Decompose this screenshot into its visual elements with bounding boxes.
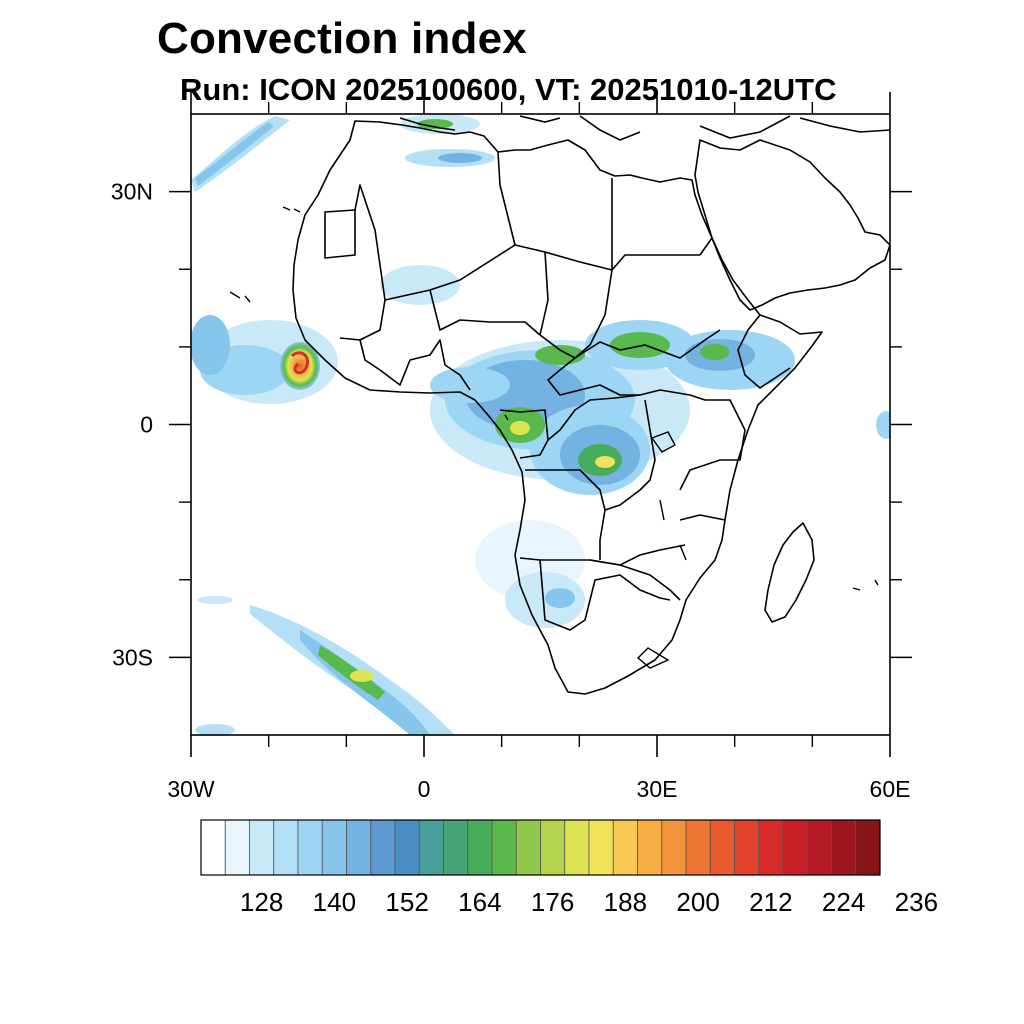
- convection-blob-nw: [191, 116, 290, 192]
- colorbar-label: 188: [604, 887, 647, 917]
- colorbar-box: [321, 819, 347, 876]
- colorbar-label: 212: [749, 887, 792, 917]
- colorbar-label: 236: [895, 887, 938, 917]
- axis-ticks: 30W 0 30E 60E 30N 0 30S: [111, 92, 912, 802]
- colorbar-label: 164: [458, 887, 501, 917]
- colorbar-box: [588, 819, 614, 876]
- colorbar-label: 224: [822, 887, 865, 917]
- convection-blob-ethiopia: [665, 330, 795, 390]
- cyclone-cell: [280, 342, 320, 390]
- map-title: Convection index: [157, 14, 527, 63]
- colorbar-box: [782, 819, 808, 876]
- islands-coastline: [229, 206, 879, 669]
- colorbar-box: [394, 819, 420, 876]
- colorbar-box: [370, 819, 396, 876]
- colorbar-box: [734, 819, 760, 876]
- colorbar-box: [564, 819, 590, 876]
- colorbar-frame: [200, 819, 881, 876]
- y-tick-label: 30N: [111, 179, 153, 205]
- x-tick-label: 0: [418, 776, 431, 802]
- convection-blob-central-africa: [430, 340, 690, 495]
- colorbar: 128 140 152 164 176 188 200 212 224 236: [200, 819, 938, 917]
- y-tick-label: 30S: [112, 644, 153, 670]
- lakes-coastline: [650, 431, 687, 561]
- colorbar-box: [249, 819, 275, 876]
- convection-field: [191, 114, 890, 735]
- colorbar-box: [200, 819, 226, 876]
- colorbar-box: [540, 819, 566, 876]
- x-tick-label: 30W: [167, 776, 215, 802]
- coastlines: [229, 115, 890, 695]
- colorbar-box: [661, 819, 687, 876]
- africa-coastline: [292, 120, 823, 695]
- colorbar-box: [443, 819, 469, 876]
- convection-blob-south-atlantic: [250, 605, 455, 735]
- colorbar-box: [491, 819, 517, 876]
- colorbar-box: [273, 819, 299, 876]
- colorbar-box: [515, 819, 541, 876]
- colorbar-label: 140: [313, 887, 356, 917]
- colorbar-box: [831, 819, 857, 876]
- x-tick-label: 30E: [637, 776, 678, 802]
- y-tick-label: 0: [140, 412, 153, 438]
- x-tick-label: 60E: [870, 776, 911, 802]
- europe-coastline: [399, 115, 890, 141]
- colorbar-label: 176: [531, 887, 574, 917]
- colorbar-box: [685, 819, 711, 876]
- colorbar-box: [855, 819, 881, 876]
- colorbar-box: [224, 819, 250, 876]
- convection-blob-southwest: [195, 596, 235, 735]
- colorbar-box: [467, 819, 493, 876]
- convection-blob-north: [400, 114, 495, 167]
- colorbar-label: 128: [240, 887, 283, 917]
- colorbar-box: [346, 819, 372, 876]
- colorbar-box: [806, 819, 832, 876]
- colorbar-box: [637, 819, 663, 876]
- colorbar-label: 152: [385, 887, 428, 917]
- madagascar-coastline: [764, 522, 815, 623]
- colorbar-box: [709, 819, 735, 876]
- convection-blob-east-edge: [876, 411, 890, 439]
- convection-blob-west-africa: [191, 265, 460, 404]
- colorbar-box: [758, 819, 784, 876]
- country-borders: [324, 151, 791, 631]
- colorbar-box: [612, 819, 638, 876]
- colorbar-box: [297, 819, 323, 876]
- map-subtitle: Run: ICON 2025100600, VT: 20251010-12UTC: [180, 72, 837, 107]
- convection-blob-southern-africa: [475, 520, 585, 628]
- colorbar-label: 200: [676, 887, 719, 917]
- colorbar-box: [418, 819, 444, 876]
- arabia-coastline: [694, 139, 890, 311]
